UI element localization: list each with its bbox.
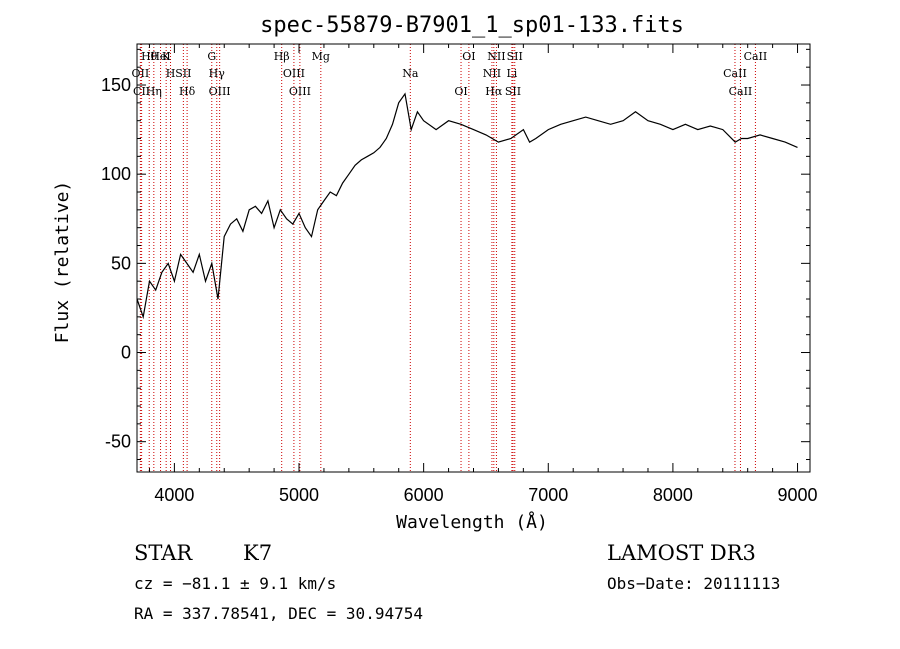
x-axis-label: Wavelength (Å) — [396, 511, 548, 533]
y-tick-label: -50 — [105, 432, 131, 452]
series-line — [136, 92, 798, 320]
spectral-line-label: CaII — [723, 67, 747, 80]
chart-title: spec-55879-B7901_1_sp01-133.fits — [260, 13, 684, 38]
spectral-line-label: CaII — [729, 85, 753, 98]
object-subclass: K7 — [243, 541, 272, 565]
object-class: STAR — [134, 541, 193, 565]
spectral-line-label: OIII — [289, 85, 311, 98]
spectral-line-label: K — [162, 50, 171, 63]
spectral-line-label: OIII — [283, 67, 305, 80]
observation-date: Obs−Date: 20111113 — [607, 574, 780, 593]
spectral-line-label: Mg — [312, 50, 330, 63]
spectral-line-label: Hθ — [141, 50, 158, 63]
spectral-line-label: NII — [483, 67, 501, 80]
y-tick-label: 0 — [121, 343, 131, 363]
spectral-line-label: OIII — [209, 85, 231, 98]
redshift-cz: cz = −81.1 ± 9.1 km/s — [134, 574, 336, 593]
survey-name: LAMOST DR3 — [607, 541, 756, 565]
y-tick-label: 50 — [111, 253, 131, 273]
spectral-line-label: Hη — [146, 85, 162, 98]
spectral-line-label: SII — [175, 67, 191, 80]
x-tick-label: 6000 — [404, 485, 444, 505]
spectral-line-label: Na — [402, 67, 419, 80]
spectral-line-label: CaII — [744, 50, 768, 63]
x-tick-label: 8000 — [653, 485, 693, 505]
spectral-line-label: Li — [506, 67, 517, 80]
spectral-line-label: SII — [505, 85, 521, 98]
spectral-line-label: Hβ — [274, 50, 290, 63]
spectral-line-label: OI — [462, 50, 475, 63]
spectral-line-label: OI — [454, 85, 467, 98]
spectral-line-label: HeI — [150, 50, 170, 63]
y-tick-label: 150 — [101, 75, 131, 95]
spectral-line-label: SII — [507, 50, 523, 63]
y-axis-label: Flux (relative) — [52, 181, 73, 344]
spectral-line-label: H — [166, 67, 176, 80]
spectral-line-label: G — [207, 50, 216, 63]
spectral-line-label: NII — [487, 50, 505, 63]
spectrum-data — [136, 92, 798, 320]
x-tick-label: 9000 — [778, 485, 818, 505]
x-tick-label: 7000 — [528, 485, 568, 505]
y-tick-label: 100 — [101, 164, 131, 184]
axis-ticks: 4000 5000 6000 7000 8000 9000 -50 0 50 100 150 — [101, 44, 818, 505]
spectral-line-label: Hα — [485, 85, 503, 98]
x-tick-label: 5000 — [279, 485, 319, 505]
spectral-line-label: Hδ — [179, 85, 196, 98]
coordinates: RA = 337.78541, DEC = 30.94754 — [134, 604, 423, 623]
spectral-line-label: Hγ — [209, 67, 226, 80]
x-tick-label: 4000 — [154, 485, 194, 505]
spectral-line-labels: HθOIICIIKHHηHeISIIHδGHγOIIIHβOIIIOIIIMgN… — [132, 50, 768, 98]
spectral-line-label: OII — [132, 67, 150, 80]
